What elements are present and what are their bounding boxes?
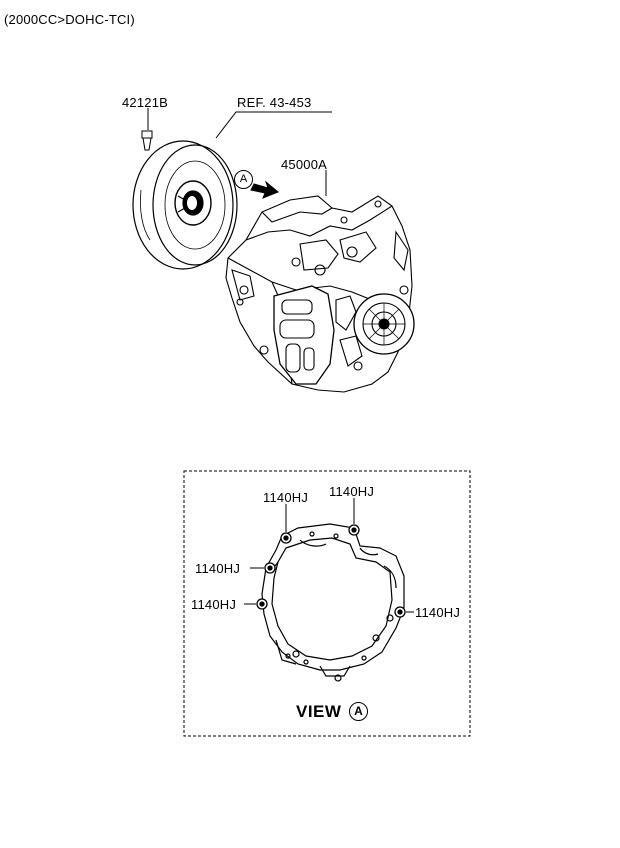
engine-spec-label: (2000CC>DOHC-TCI) (4, 12, 135, 27)
view-marker-a-icon: A (234, 170, 253, 189)
view-direction-arrow (250, 180, 279, 199)
callout-bolt-42121b: 42121B (122, 95, 169, 110)
view-a-title: VIEW (296, 702, 341, 722)
callout-transaxle-45000a: 45000A (281, 157, 328, 172)
bolt-part (141, 130, 153, 151)
view-a-frame (183, 470, 471, 737)
view-a-bolt-heads (256, 524, 406, 618)
leader-line-reference (215, 111, 332, 139)
view-title-marker-icon: A (349, 702, 368, 721)
view-title-text: VIEW (296, 702, 342, 721)
callout-1140hj-right: 1140HJ (415, 605, 461, 620)
callout-1140hj-top-left: 1140HJ (263, 490, 309, 505)
view-a-leader-lines (244, 498, 414, 613)
callout-1140hj-left-upper: 1140HJ (195, 561, 241, 576)
torque-converter-part (132, 140, 238, 270)
callout-1140hj-top-right: 1140HJ (329, 484, 375, 499)
callout-1140hj-left-lower: 1140HJ (191, 597, 237, 612)
transaxle-assembly-part (225, 195, 415, 393)
view-a-case-outline (261, 523, 405, 682)
callout-reference-43-453: REF. 43-453 (237, 95, 312, 110)
